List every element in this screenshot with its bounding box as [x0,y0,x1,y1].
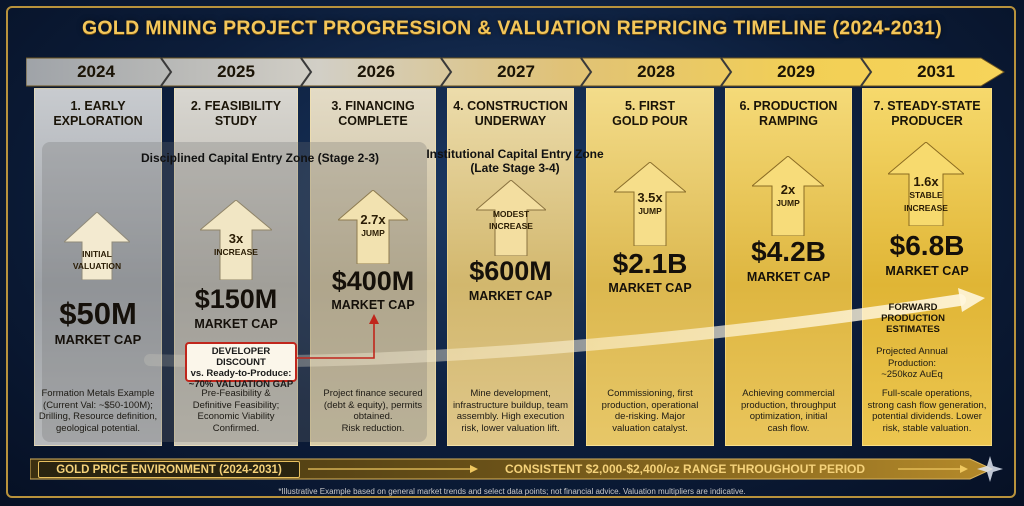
year-label-2026: 2026 [357,62,395,81]
developer-discount-callout: DEVELOPER DISCOUNT vs. Ready-to-Produce: ~… [185,342,297,390]
stage-description-4: Mine development, infrastructure buildup,… [452,388,569,434]
stage-title: 1. EARLY EXPLORATION [53,99,143,128]
stage-column-2: 2. FEASIBILITY STUDY [174,88,298,446]
growth-arrow-5: 3.5x JUMP [614,162,686,246]
stage-column-5: 5. FIRST GOLD POUR [586,88,714,446]
market-cap-label-7: MARKET CAP [885,264,969,278]
stage-description-3: Project finance secured (debt & equity), … [323,388,423,434]
growth-arrow-3: 2.7x JUMP [338,190,408,264]
stage-title: 4. CONSTRUCTION UNDERWAY [453,99,568,128]
stage-description-2: Pre-Feasibility & Definitive Feasibility;… [192,388,280,434]
market-cap-label-3: MARKET CAP [331,298,415,312]
year-label-2028: 2028 [637,62,675,81]
market-cap-label-1: MARKET CAP [54,332,142,347]
market-cap-value-3: $400M [331,266,415,296]
market-cap-label-2: MARKET CAP [194,317,278,331]
market-cap-label-5: MARKET CAP [608,281,692,295]
gold-price-environment-label: GOLD PRICE ENVIRONMENT (2024-2031) [38,461,300,478]
stage-column-4: 4. CONSTRUCTION UNDERWAY [447,88,574,446]
year-label-2031: 2031 [917,62,955,81]
year-ribbon-graphic [26,57,1005,87]
year-label-2024: 2024 [77,62,115,81]
stage-title: 5. FIRST GOLD POUR [612,99,688,128]
year-label-2029: 2029 [777,62,815,81]
institutional-capital-zone-label: Institutional Capital Entry Zone (Late St… [426,147,604,175]
disciplined-capital-zone-label: Disciplined Capital Entry Zone (Stage 2-… [140,151,380,165]
market-cap-value-1: $50M [59,296,137,331]
gold-price-environment-bar: GOLD PRICE ENVIRONMENT (2024-2031) CONSI… [30,456,996,482]
outer-frame [6,6,1016,498]
stage-title: 7. STEADY-STATE PRODUCER [873,99,981,128]
year-label-2025: 2025 [217,62,255,81]
footnote: *Illustrative Example based on general m… [278,487,746,496]
stage-description-6: Achieving commercial production, throughp… [740,388,837,434]
stage-description-1: Formation Metals Example (Current Val: ~$… [38,388,158,434]
stage-description-7: Full-scale operations, strong cash flow g… [867,388,987,434]
stage-column-3: 3. FINANCING COMPLETE [310,88,436,446]
market-cap-label-4: MARKET CAP [468,289,553,303]
market-cap-value-6: $4.2B [751,236,826,267]
projected-production-text: Projected Annual Production: ~250koz AuEq [876,346,948,380]
disciplined-capital-zone [42,142,427,442]
stage-title: 3. FINANCING COMPLETE [331,99,415,128]
forward-production-label: FORWARD PRODUCTION ESTIMATES [881,302,945,335]
sparkle-icon [977,456,1003,482]
year-ribbon: 2024 2025 2026 2027 2028 2029 2031 [26,56,1006,88]
stage-title: 2. FEASIBILITY STUDY [190,99,282,128]
growth-arrow-2: 3x INCREASE [200,200,272,280]
gold-price-range-label: CONSISTENT $2,000-$2,400/oz RANGE THROUG… [504,462,866,476]
market-cap-value-5: $2.1B [612,248,688,279]
market-cap-value-4: $600M [469,256,552,286]
page-title: GOLD MINING PROJECT PROGRESSION & VALUAT… [81,17,943,39]
growth-arrow-1: INITIAL VALUATION [64,212,130,280]
market-cap-label-6: MARKET CAP [746,270,831,284]
stage-column-6: 6. PRODUCTION RAMPING [725,88,852,446]
market-cap-value-2: $150M [194,284,278,314]
stage-title: 6. PRODUCTION RAMPING [739,99,838,128]
stage-description-5: Commissioning, first production, operatio… [601,388,699,434]
growth-arrow-6: 2x JUMP [752,156,824,236]
year-label-2027: 2027 [497,62,535,81]
growth-arrow-7: 1.6x STABLE INCREASE [888,142,964,226]
growth-arrow-4: MODEST INCREASE [476,180,546,256]
market-cap-value-7: $6.8B [889,230,965,261]
